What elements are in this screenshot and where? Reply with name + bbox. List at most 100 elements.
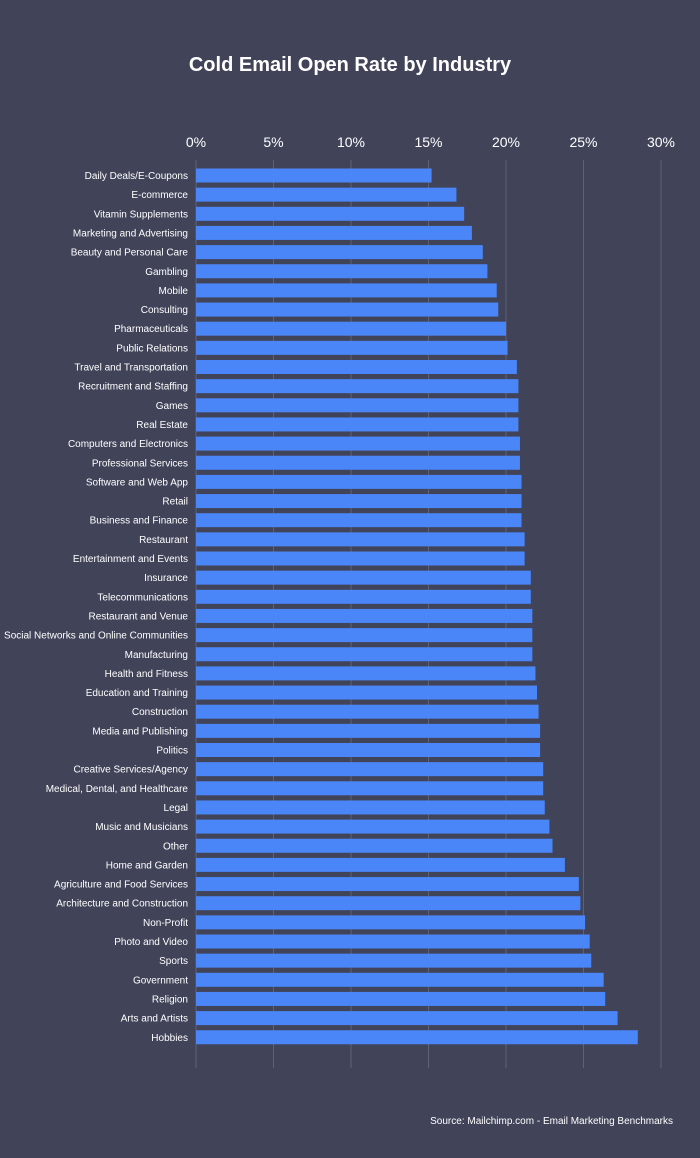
bar: [196, 762, 544, 777]
category-label: Hobbies: [151, 1033, 188, 1044]
bar: [196, 743, 541, 757]
bar: [196, 685, 537, 700]
x-tick-label: 25%: [569, 134, 597, 150]
bar: [196, 781, 544, 796]
category-label: Vitamin Supplements: [94, 209, 188, 220]
category-label: Arts and Artists: [121, 1014, 188, 1025]
category-label: Beauty and Personal Care: [71, 248, 189, 259]
bar: [196, 723, 541, 738]
x-tick-label: 5%: [263, 134, 283, 150]
bar: [196, 972, 604, 987]
category-label: Recruitment and Staffing: [78, 382, 188, 393]
category-label: Health and Fitness: [105, 669, 188, 680]
bar: [196, 608, 533, 623]
bar: [196, 455, 520, 470]
category-label: Daily Deals/E-Coupons: [85, 171, 188, 182]
bar: [196, 666, 536, 681]
bar: [196, 187, 457, 202]
category-label: Agriculture and Food Services: [54, 880, 188, 891]
bar: [196, 589, 531, 604]
bar: [196, 436, 520, 451]
bar: [196, 283, 497, 298]
bar: [196, 494, 522, 509]
category-label: Software and Web App: [86, 477, 189, 488]
category-label: Architecture and Construction: [56, 899, 188, 910]
category-label: Retail: [162, 497, 188, 508]
chart-title: Cold Email Open Rate by Industry: [188, 54, 512, 76]
x-tick-label: 15%: [414, 134, 442, 150]
category-label: Non-Profit: [143, 918, 188, 929]
bar: [196, 1011, 618, 1026]
bar: [196, 360, 517, 374]
bar: [196, 800, 545, 815]
category-label: Legal: [164, 803, 188, 814]
category-label: Creative Services/Agency: [74, 765, 189, 776]
category-label: Restaurant: [139, 535, 188, 546]
x-tick-label: 30%: [647, 134, 675, 150]
category-label: Consulting: [141, 305, 188, 316]
bar: [196, 474, 522, 489]
bar: [196, 245, 483, 260]
bar: [196, 168, 432, 183]
x-tick-label: 20%: [492, 134, 520, 150]
category-label: Travel and Transportation: [74, 363, 188, 374]
category-label: Construction: [132, 707, 188, 718]
category-label: Insurance: [144, 573, 188, 584]
category-label: Public Relations: [116, 343, 188, 354]
x-tick-label: 0%: [186, 134, 206, 150]
bar: [196, 838, 553, 853]
category-label: Manufacturing: [125, 650, 188, 661]
category-label: Marketing and Advertising: [73, 228, 188, 239]
bar: [196, 532, 525, 547]
bar: [196, 264, 488, 279]
bar: [196, 398, 519, 413]
category-label: Medical, Dental, and Healthcare: [46, 784, 189, 795]
bar: [196, 991, 606, 1006]
category-label: Computers and Electronics: [68, 439, 188, 450]
category-label: Professional Services: [92, 458, 188, 469]
category-label: Social Networks and Online Communities: [4, 631, 188, 642]
bar: [196, 647, 533, 662]
bar: [196, 915, 586, 930]
category-label: Restaurant and Venue: [88, 611, 188, 622]
category-label: Other: [163, 841, 189, 852]
category-label: Gambling: [145, 267, 188, 278]
category-label: Politics: [156, 746, 188, 757]
bar: [196, 302, 499, 317]
category-label: Real Estate: [136, 420, 188, 431]
category-label: Education and Training: [86, 688, 188, 699]
bar: [196, 417, 519, 432]
category-label: Pharmaceuticals: [114, 324, 188, 335]
category-label: Entertainment and Events: [73, 554, 188, 565]
bar: [196, 551, 525, 566]
category-label: Religion: [152, 994, 188, 1005]
category-label: Photo and Video: [114, 937, 188, 948]
bar: [196, 225, 472, 240]
category-label: Media and Publishing: [92, 726, 188, 737]
category-label: Home and Garden: [106, 860, 188, 871]
bar: [196, 206, 465, 221]
bar: [196, 513, 522, 528]
category-label: Government: [133, 975, 188, 986]
bar: [196, 1030, 638, 1045]
category-label: Music and Musicians: [95, 822, 188, 833]
bar: [196, 819, 550, 834]
category-label: E-commerce: [131, 190, 188, 201]
bar: [196, 857, 565, 872]
bar: [196, 934, 590, 949]
x-tick-label: 10%: [337, 134, 365, 150]
bar: [196, 628, 533, 643]
bar: [196, 896, 581, 911]
category-label: Sports: [159, 956, 188, 967]
bar: [196, 379, 519, 394]
category-label: Business and Finance: [90, 516, 189, 527]
category-label: Telecommunications: [97, 592, 188, 603]
source-note: Source: Mailchimp.com - Email Marketing …: [430, 1116, 673, 1127]
category-label: Mobile: [159, 286, 189, 297]
bar: [196, 877, 579, 892]
bar: [196, 340, 508, 355]
bar: [196, 953, 592, 968]
bar: [196, 570, 531, 585]
bar: [196, 704, 539, 719]
